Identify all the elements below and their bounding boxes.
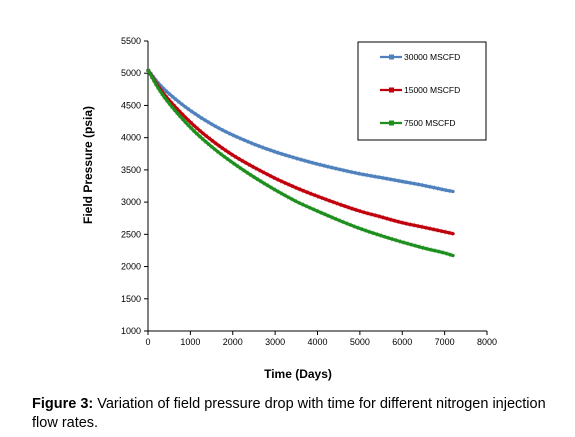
x-tick-label: 4000 — [307, 337, 327, 347]
data-point — [252, 175, 256, 179]
legend-label-15000-mscfd: 15000 MSCFD — [404, 85, 460, 95]
data-point — [273, 150, 277, 153]
data-point — [189, 121, 192, 124]
y-tick-label: 2500 — [121, 229, 141, 239]
data-point — [273, 177, 277, 180]
y-tick-label: 1000 — [121, 326, 141, 336]
y-axis-title: Field Pressure (psia) — [81, 106, 95, 224]
data-point — [401, 240, 404, 244]
x-tick-label: 0 — [145, 337, 150, 347]
data-point — [422, 226, 425, 229]
x-tick-label: 1000 — [180, 337, 200, 347]
y-tick-label: 5500 — [121, 36, 141, 46]
data-point — [401, 221, 404, 224]
legend: 30000 MSCFD 15000 MSCFD 7500 MSCFD — [357, 41, 487, 141]
x-tick-label: 2000 — [223, 337, 243, 347]
legend-box — [357, 41, 487, 141]
data-point — [273, 188, 277, 192]
data-point — [337, 168, 340, 171]
data-point — [451, 190, 455, 193]
data-point — [210, 145, 213, 148]
x-tick-label: 3000 — [265, 337, 285, 347]
x-tick-label: 6000 — [392, 337, 412, 347]
data-point — [443, 188, 446, 192]
data-point — [422, 184, 425, 187]
data-point — [443, 230, 446, 233]
data-point — [379, 215, 383, 219]
caption-label: Figure 3: — [32, 396, 94, 412]
data-point — [401, 180, 404, 183]
legend-marker-7500-mscfd — [389, 120, 394, 126]
data-point — [358, 172, 362, 175]
data-point — [189, 109, 192, 112]
data-point — [337, 202, 340, 206]
data-point — [146, 68, 150, 72]
data-point — [295, 200, 298, 203]
data-point — [252, 166, 256, 169]
y-tick-label: 2000 — [121, 262, 141, 272]
data-point — [210, 139, 213, 142]
data-point — [168, 102, 171, 105]
legend-marker-30000-mscfd — [389, 54, 394, 60]
legend-label-30000-mscfd: 30000 MSCFD — [404, 52, 460, 62]
caption-text: Variation of field pressure drop with ti… — [32, 396, 546, 431]
pressure-chart: 1000 1500 2000 2500 3000 3500 4000 4500 5000 5500… — [81, 36, 497, 381]
data-point — [316, 195, 319, 198]
data-point — [231, 161, 234, 164]
axes: 1000 1500 2000 2500 3000 3500 4000 4500 5000 5500… — [121, 36, 497, 347]
legend-marker-15000-mscfd — [389, 87, 394, 93]
series-7500-mscfd — [146, 68, 455, 258]
data-point — [157, 87, 160, 90]
data-point — [358, 209, 362, 213]
data-point — [422, 246, 425, 250]
legend-label-7500-mscfd: 7500 MSCFD — [404, 118, 456, 128]
data-point — [443, 251, 446, 255]
data-point — [337, 219, 340, 222]
data-point — [295, 157, 298, 160]
series-lines — [146, 68, 455, 258]
x-tick-label: 7000 — [435, 337, 455, 347]
y-tick-label: 4000 — [121, 133, 141, 143]
y-tick-label: 5000 — [121, 68, 141, 78]
x-axis-title: Time (Days) — [264, 367, 332, 381]
data-point — [451, 232, 455, 235]
y-tick-label: 1500 — [121, 294, 141, 304]
data-point — [379, 176, 383, 179]
y-tick-label: 3000 — [121, 197, 141, 207]
x-tick-label: 8000 — [477, 337, 497, 347]
data-point — [189, 126, 192, 129]
x-tick-label: 5000 — [350, 337, 370, 347]
figure-caption: Figure 3: Variation of field pressure dr… — [32, 395, 572, 433]
data-point — [316, 162, 319, 166]
y-tick-label: 3500 — [121, 165, 141, 175]
data-point — [231, 133, 234, 137]
data-point — [379, 234, 383, 237]
data-point — [210, 122, 213, 126]
data-point — [295, 186, 298, 190]
data-point — [231, 153, 234, 157]
data-point — [316, 209, 319, 213]
data-point — [358, 227, 362, 230]
y-tick-label: 4500 — [121, 100, 141, 110]
data-point — [451, 254, 455, 257]
data-point — [168, 92, 171, 96]
data-point — [252, 142, 256, 146]
